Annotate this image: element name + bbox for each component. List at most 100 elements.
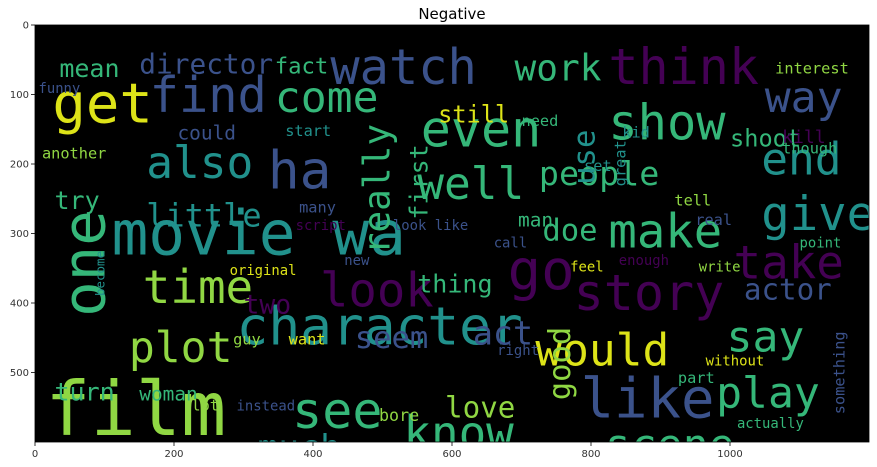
word-go-19: go xyxy=(508,238,575,303)
word-way-11: way xyxy=(765,73,843,123)
word-character-3: character xyxy=(237,297,523,358)
y-tick-label: 500 xyxy=(10,368,29,379)
word-tell-64: tell xyxy=(674,192,711,210)
word-man-66: man xyxy=(518,209,553,232)
y-tick-label: 300 xyxy=(10,229,29,240)
word-fact-38: fact xyxy=(275,54,329,80)
word-two-42: two xyxy=(244,289,292,320)
word-watch-6: watch xyxy=(330,40,476,96)
word-kill-55: kill xyxy=(782,127,826,148)
word-film-0: film xyxy=(45,365,226,453)
word-funny-97: funny xyxy=(38,81,80,97)
word-also-13: also xyxy=(146,138,253,189)
word-movie-wa-93: movie wa xyxy=(376,454,497,467)
word-though-63: though xyxy=(782,140,837,158)
word-much-32: much xyxy=(257,428,341,467)
word-enough-75: enough xyxy=(619,253,669,269)
word-interest-98: interest xyxy=(775,60,849,78)
word-end-14: end xyxy=(761,134,841,185)
word-something-83: something xyxy=(831,331,849,414)
word-even-8: even xyxy=(421,101,541,159)
word-start-57: start xyxy=(285,122,331,140)
word-another-58: another xyxy=(42,144,106,162)
word-bore-86: bore xyxy=(379,406,419,425)
word-work-36: work xyxy=(515,47,602,90)
axes: 0 200 400 600 800 1000 0 100 200 300 400 500 xyxy=(10,21,870,460)
word-leave-89: leave xyxy=(341,447,383,463)
word-original-72: original xyxy=(230,263,297,279)
word-bad-31: bad xyxy=(775,436,840,467)
word-director-37: director xyxy=(139,48,273,81)
word-people-33: people xyxy=(539,154,660,193)
word-come-10: come xyxy=(275,73,379,123)
plot-background xyxy=(35,25,869,442)
word-cast-90: cast xyxy=(38,458,68,467)
word-lot-84: lot xyxy=(191,397,219,415)
word-use-51: use xyxy=(567,130,602,185)
word-many-67: many xyxy=(299,199,336,217)
word-find-5: find xyxy=(150,68,267,124)
x-tick-label: 600 xyxy=(442,449,461,460)
word-good-50: good xyxy=(543,327,578,401)
y-tick-label: 400 xyxy=(10,299,29,310)
word-movie-wa-2: movie wa xyxy=(111,198,406,269)
word-woman-48: woman xyxy=(139,382,198,405)
word-thing-45: thing xyxy=(417,270,492,299)
word-ha-12: ha xyxy=(268,140,332,201)
word-one-1: one xyxy=(50,210,119,317)
word-call-70: call xyxy=(494,235,527,251)
word-part-82: part xyxy=(678,369,715,387)
word-get-4: get xyxy=(52,71,152,136)
x-tick-label: 200 xyxy=(164,449,183,460)
word-seem-43: seem xyxy=(355,321,429,356)
word-doe-35: doe xyxy=(542,213,597,248)
word-act-44: act xyxy=(473,314,533,353)
word-would-24: would xyxy=(535,326,669,377)
word-without-81: without xyxy=(706,354,765,370)
word-take-18: take xyxy=(733,236,843,290)
word-great-62: great xyxy=(612,140,630,186)
word-give-16: give xyxy=(761,187,875,242)
chart-title: Negative xyxy=(418,5,485,23)
x-tick-label: 400 xyxy=(303,449,322,460)
word-look-21: look xyxy=(320,263,434,318)
word-could-56: could xyxy=(177,122,236,145)
word-make-17: make xyxy=(608,204,722,259)
word-see-28: see xyxy=(292,382,382,440)
word-turn-47: turn xyxy=(54,377,114,406)
word-need-59: need xyxy=(522,112,559,130)
word-still-53: still xyxy=(438,100,509,128)
word-think-7: think xyxy=(608,38,759,96)
word-little-40: little xyxy=(146,197,261,235)
word-right-80: right xyxy=(497,343,539,359)
word-actor-46: actor xyxy=(744,273,832,307)
word-like-27: like xyxy=(581,367,715,432)
word-mean-39: mean xyxy=(59,54,119,83)
word-new-73: new xyxy=(344,253,370,269)
word-point-71: point xyxy=(800,235,842,251)
word-kid-60: kid xyxy=(622,124,650,142)
word-script-68: script xyxy=(296,218,346,234)
word-first-52: first xyxy=(405,144,434,219)
word-set-61: set xyxy=(584,157,612,175)
word-plot-23: plot xyxy=(129,323,233,373)
y-tick-label: 100 xyxy=(10,90,29,101)
word-want-79: want xyxy=(289,331,326,349)
word-say-25: say xyxy=(727,313,805,363)
word-shoot-54: shoot xyxy=(730,125,801,153)
word-become-77: become xyxy=(92,251,107,296)
word-feel-74: feel xyxy=(570,260,603,276)
word-guy-78: guy xyxy=(233,331,261,349)
word-know-29: know xyxy=(403,406,514,460)
word-time-22: time xyxy=(143,260,253,314)
word-real-65: real xyxy=(695,211,732,229)
word-try-41: try xyxy=(54,186,99,215)
x-tick-label: 0 xyxy=(32,449,38,460)
word-show-9: show xyxy=(608,96,726,152)
y-tick-label: 0 xyxy=(23,21,29,32)
word-really-34: really xyxy=(355,124,398,255)
word-instead-85: instead xyxy=(237,399,296,415)
word-love-49: love xyxy=(445,391,515,425)
